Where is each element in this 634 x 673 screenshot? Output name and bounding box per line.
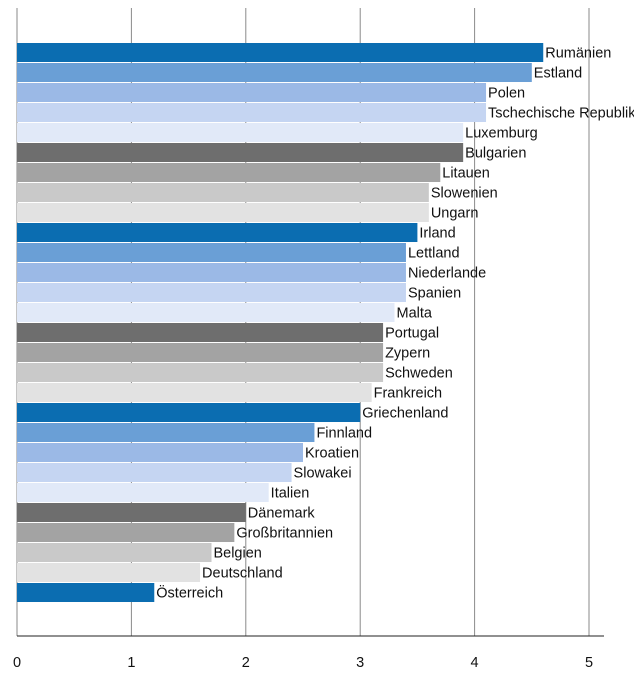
bar-label-4: Luxemburg [465, 126, 538, 142]
bar-11 [17, 263, 406, 282]
bar-17 [17, 383, 372, 402]
bar-2 [17, 83, 487, 102]
x-tick-label-0: 0 [13, 655, 21, 671]
bar-label-18: Griechenland [362, 406, 448, 422]
bar-21 [17, 463, 292, 482]
bar-22 [17, 483, 269, 502]
bar-label-3: Tschechische Republik [488, 106, 634, 122]
bar-10 [17, 243, 406, 262]
x-tick-label-2: 2 [242, 655, 250, 671]
bar-7 [17, 183, 429, 202]
bar-label-22: Italien [271, 486, 310, 502]
bar-labels: Rumänien Estland Polen Tschechische Republi… [156, 46, 634, 602]
x-tick-label-4: 4 [471, 655, 479, 671]
bar-26 [17, 563, 201, 582]
bar-label-25: Belgien [213, 546, 261, 562]
x-tick-label-5: 5 [585, 655, 593, 671]
bar-label-8: Ungarn [431, 206, 479, 222]
bar-label-0: Rumänien [545, 46, 611, 62]
bar-label-24: Großbritannien [236, 526, 333, 542]
bar-8 [17, 203, 429, 222]
x-tick-label-1: 1 [127, 655, 135, 671]
x-axis-ticks: 0 1 2 3 4 5 [13, 655, 593, 671]
bar-13 [17, 303, 395, 322]
bar-3 [17, 103, 487, 122]
bar-label-16: Schweden [385, 366, 453, 382]
bars [17, 43, 544, 602]
bar-label-1: Estland [534, 66, 582, 82]
bar-label-23: Dänemark [248, 506, 316, 522]
bar-16 [17, 363, 384, 382]
bar-label-27: Österreich [156, 584, 223, 602]
bar-label-9: Irland [419, 226, 455, 242]
bar-label-11: Niederlande [408, 266, 486, 282]
bar-label-12: Spanien [408, 286, 461, 302]
bar-label-14: Portugal [385, 326, 439, 342]
bar-23 [17, 503, 246, 522]
bar-9 [17, 223, 418, 242]
bar-label-19: Finnland [316, 426, 372, 442]
bar-label-5: Bulgarien [465, 146, 526, 162]
bar-25 [17, 543, 212, 562]
bar-12 [17, 283, 406, 302]
bar-label-20: Kroatien [305, 446, 359, 462]
bar-19 [17, 423, 315, 442]
bar-14 [17, 323, 384, 342]
bar-label-7: Slowenien [431, 186, 498, 202]
bar-15 [17, 343, 384, 362]
bar-label-13: Malta [397, 306, 433, 322]
bar-label-6: Litauen [442, 166, 490, 182]
bar-label-21: Slowakei [294, 466, 352, 482]
bar-27 [17, 583, 155, 602]
bar-5 [17, 143, 464, 162]
bar-label-2: Polen [488, 86, 525, 102]
bar-6 [17, 163, 441, 182]
bar-0 [17, 43, 544, 62]
bar-label-10: Lettland [408, 246, 460, 262]
bar-label-17: Frankreich [374, 386, 443, 402]
x-tick-label-3: 3 [356, 655, 364, 671]
bar-18 [17, 403, 361, 422]
bar-label-15: Zypern [385, 346, 430, 362]
bar-20 [17, 443, 303, 462]
bar-24 [17, 523, 235, 542]
bar-label-26: Deutschland [202, 566, 283, 582]
bar-1 [17, 63, 532, 82]
bar-4 [17, 123, 464, 142]
